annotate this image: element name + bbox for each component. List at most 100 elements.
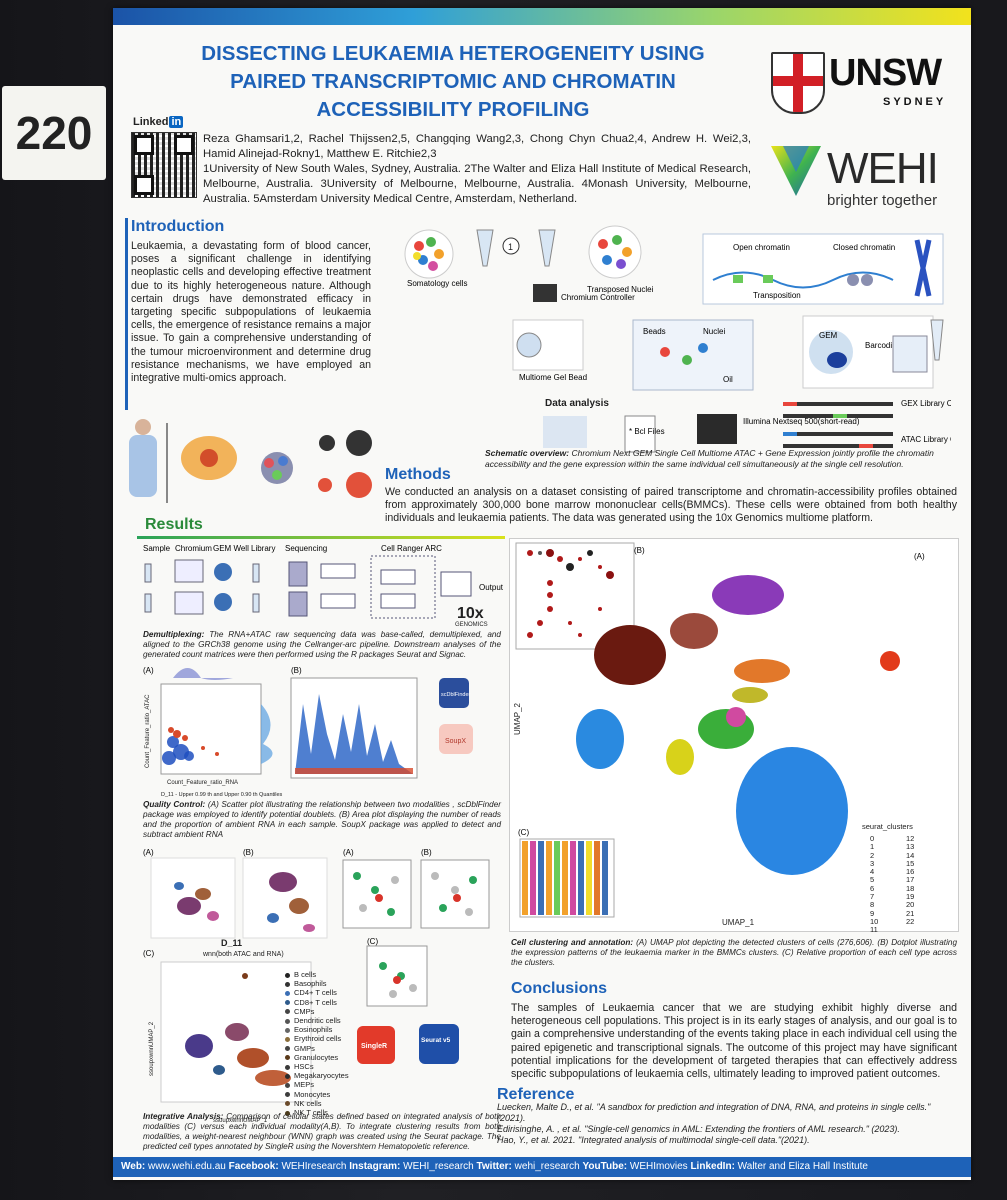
- schematic-overview-figure: Somatology cells 1 Transposed Nuclei Chr…: [404, 225, 951, 453]
- legend-label: CD8+ T cells: [294, 997, 337, 1007]
- footer-link[interactable]: Walter and Eliza Hall Institute: [734, 1161, 868, 1172]
- qr-code[interactable]: [131, 132, 197, 198]
- cluster-red: [880, 651, 900, 671]
- umap-x-axis: UMAP_1: [722, 918, 755, 927]
- linkedin-text: Linked: [133, 116, 169, 128]
- results-divider: [137, 536, 505, 539]
- panel-label: (C): [518, 828, 529, 837]
- seurat-cluster-item: 0: [870, 834, 875, 843]
- authors-block: Reza Ghamsari1,2, Rachel Thijssen2,5, Ch…: [203, 132, 751, 207]
- reference-heading: Reference: [497, 1086, 575, 1103]
- stacked-bar-chart: [519, 838, 615, 918]
- footer-label: LinkedIn:: [690, 1161, 735, 1172]
- seurat-cluster-item: 10: [870, 916, 879, 926]
- qc-caption-label: Quality Control:: [143, 800, 206, 809]
- soupx-logo: [439, 724, 473, 754]
- schematic-label: * Bcl Files: [629, 427, 665, 436]
- reference-item: Edirisinghe, A. , et al. "Single-cell ge…: [497, 1124, 900, 1134]
- library-reads: [783, 402, 893, 448]
- legend-dot: [285, 1009, 290, 1015]
- scdblfinder-label: scDblFinder: [441, 692, 471, 698]
- cell-type-legend-item: B cells: [285, 970, 395, 979]
- schematic-label: Barcoding: [865, 341, 901, 350]
- qc-caption-text: (A) Scatter plot illustrating the relati…: [143, 800, 502, 839]
- cell-type-legend-item: Eosinophils: [285, 1025, 395, 1034]
- umap-panel-a: [150, 857, 236, 939]
- unsw-crest-logo: [771, 52, 825, 114]
- seurat-cluster-legend: 0 1 2 3 4 5 6 7 8 9 10 11 12 13 14 15 16 17 18 19 20 21 22: [870, 834, 950, 935]
- wnn-label: wnn(both ATAC and RNA): [202, 951, 284, 958]
- cell-type-legend-item: Monocytes: [285, 1090, 395, 1099]
- footer-link[interactable]: WEHI_research: [400, 1161, 477, 1172]
- legend-dot: [285, 1110, 290, 1116]
- cell-type-legend-item: Megakaryocytes: [285, 1071, 395, 1080]
- schematic-label: ATAC Library Construction: [901, 435, 951, 444]
- title-line: ACCESSIBILITY PROFILING: [316, 98, 590, 121]
- chromium-controller-icon: [533, 284, 557, 302]
- legend-label: GMPs: [294, 1043, 315, 1053]
- panel-label: (C): [367, 937, 378, 946]
- wnn-umap-clusters: [185, 973, 291, 1086]
- legend-dot: [285, 1101, 290, 1107]
- tube-icon: [476, 229, 494, 267]
- umap-panel-b: [242, 857, 328, 939]
- poster: DISSECTING LEUKAEMIA HETEROGENEITY USING…: [113, 8, 971, 1180]
- legend-label: Megakaryocytes: [294, 1071, 349, 1081]
- cell-type-legend-item: NK cells: [285, 1099, 395, 1108]
- cluster-purple: [712, 575, 784, 615]
- linkedin-label: Linked in: [133, 116, 184, 128]
- pipeline-label: Library: [251, 544, 275, 553]
- seurat-cluster-item: 2: [870, 850, 875, 860]
- umap-figure: (B) (A): [513, 542, 925, 927]
- sequencer-icon: [697, 414, 737, 444]
- tenx-subtitle: GENOMICS: [455, 622, 488, 628]
- quality-control-caption: Quality Control: (A) Scatter plot illust…: [143, 800, 501, 840]
- resistant-cell: [319, 435, 335, 451]
- cell-type-legend-item: CD4+ T cells: [285, 988, 395, 997]
- pipeline-label: Chromium: [175, 544, 212, 553]
- cell-type-legend-item: HSCs: [285, 1062, 395, 1071]
- schematic-label: Illumina Nextseq 500(short-read): [743, 417, 860, 426]
- poster-title: DISSECTING LEUKAEMIA HETEROGENEITY USING…: [173, 40, 733, 124]
- seurat-legend-column: 12 13 14 15 16 17 18 19 20 21 22: [906, 834, 942, 926]
- schematic-label: Transposition: [753, 291, 801, 300]
- tenx-logo: 10x: [457, 605, 484, 622]
- legend-label: Dendritic cells: [294, 1016, 341, 1026]
- pipeline-label: Output: [479, 583, 503, 592]
- seurat-cluster-item: 21: [906, 908, 915, 918]
- seurat-cluster-item: 9: [870, 908, 875, 918]
- legend-label: CMPs: [294, 1006, 315, 1016]
- pipeline-label: Sample: [143, 544, 171, 553]
- graph-panel-a: [342, 859, 412, 929]
- panel-label: (C): [143, 949, 154, 958]
- seurat-legend-column: 0 1 2 3 4 5 6 7 8 9 10 11: [870, 834, 906, 935]
- cell-type-legend-item: Basophils: [285, 979, 395, 988]
- reference-item: Luecken, Malte D., et al. "A sandbox for…: [497, 1102, 931, 1123]
- cluster-olive: [732, 687, 768, 703]
- seurat-cluster-item: 14: [906, 850, 915, 860]
- legend-label: Monocytes: [294, 1089, 331, 1099]
- author-list: Reza Ghamsari1,2, Rachel Thijssen2,5, Ch…: [203, 133, 751, 160]
- footer-link[interactable]: wehi_research: [511, 1161, 583, 1172]
- demux-caption-label: Demultiplexing:: [143, 630, 205, 639]
- cell-type-legend-item: CMPs: [285, 1007, 395, 1016]
- wehi-wordmark: WEHI: [827, 144, 939, 193]
- footer-link[interactable]: WEHIresearch: [278, 1161, 350, 1172]
- legend-label: Erythroid cells: [294, 1034, 342, 1044]
- footer-label: Twitter:: [476, 1161, 512, 1172]
- footer-link[interactable]: WEHImovies: [627, 1161, 691, 1172]
- cell-dots: [413, 237, 444, 271]
- cell-type-legend-item: CD8+ T cells: [285, 998, 395, 1007]
- cell-type-legend-item: Erythroid cells: [285, 1034, 395, 1043]
- wehi-logo-icon: [771, 146, 821, 196]
- seurat-logo: [419, 1024, 459, 1064]
- footer-label: YouTube:: [582, 1161, 628, 1172]
- microfluidic-chip: [632, 319, 754, 391]
- footer-link[interactable]: www.wehi.edu.au: [145, 1161, 229, 1172]
- unsw-subtitle: SYDNEY: [883, 96, 947, 108]
- pipeline-figure: Sample Chromium GEM Well Library Sequenc…: [143, 544, 503, 628]
- umap-panel: (B) (A): [509, 538, 959, 935]
- cluster-blue-left: [576, 709, 624, 769]
- qr-finder: [134, 175, 154, 195]
- patient-head: [135, 419, 151, 435]
